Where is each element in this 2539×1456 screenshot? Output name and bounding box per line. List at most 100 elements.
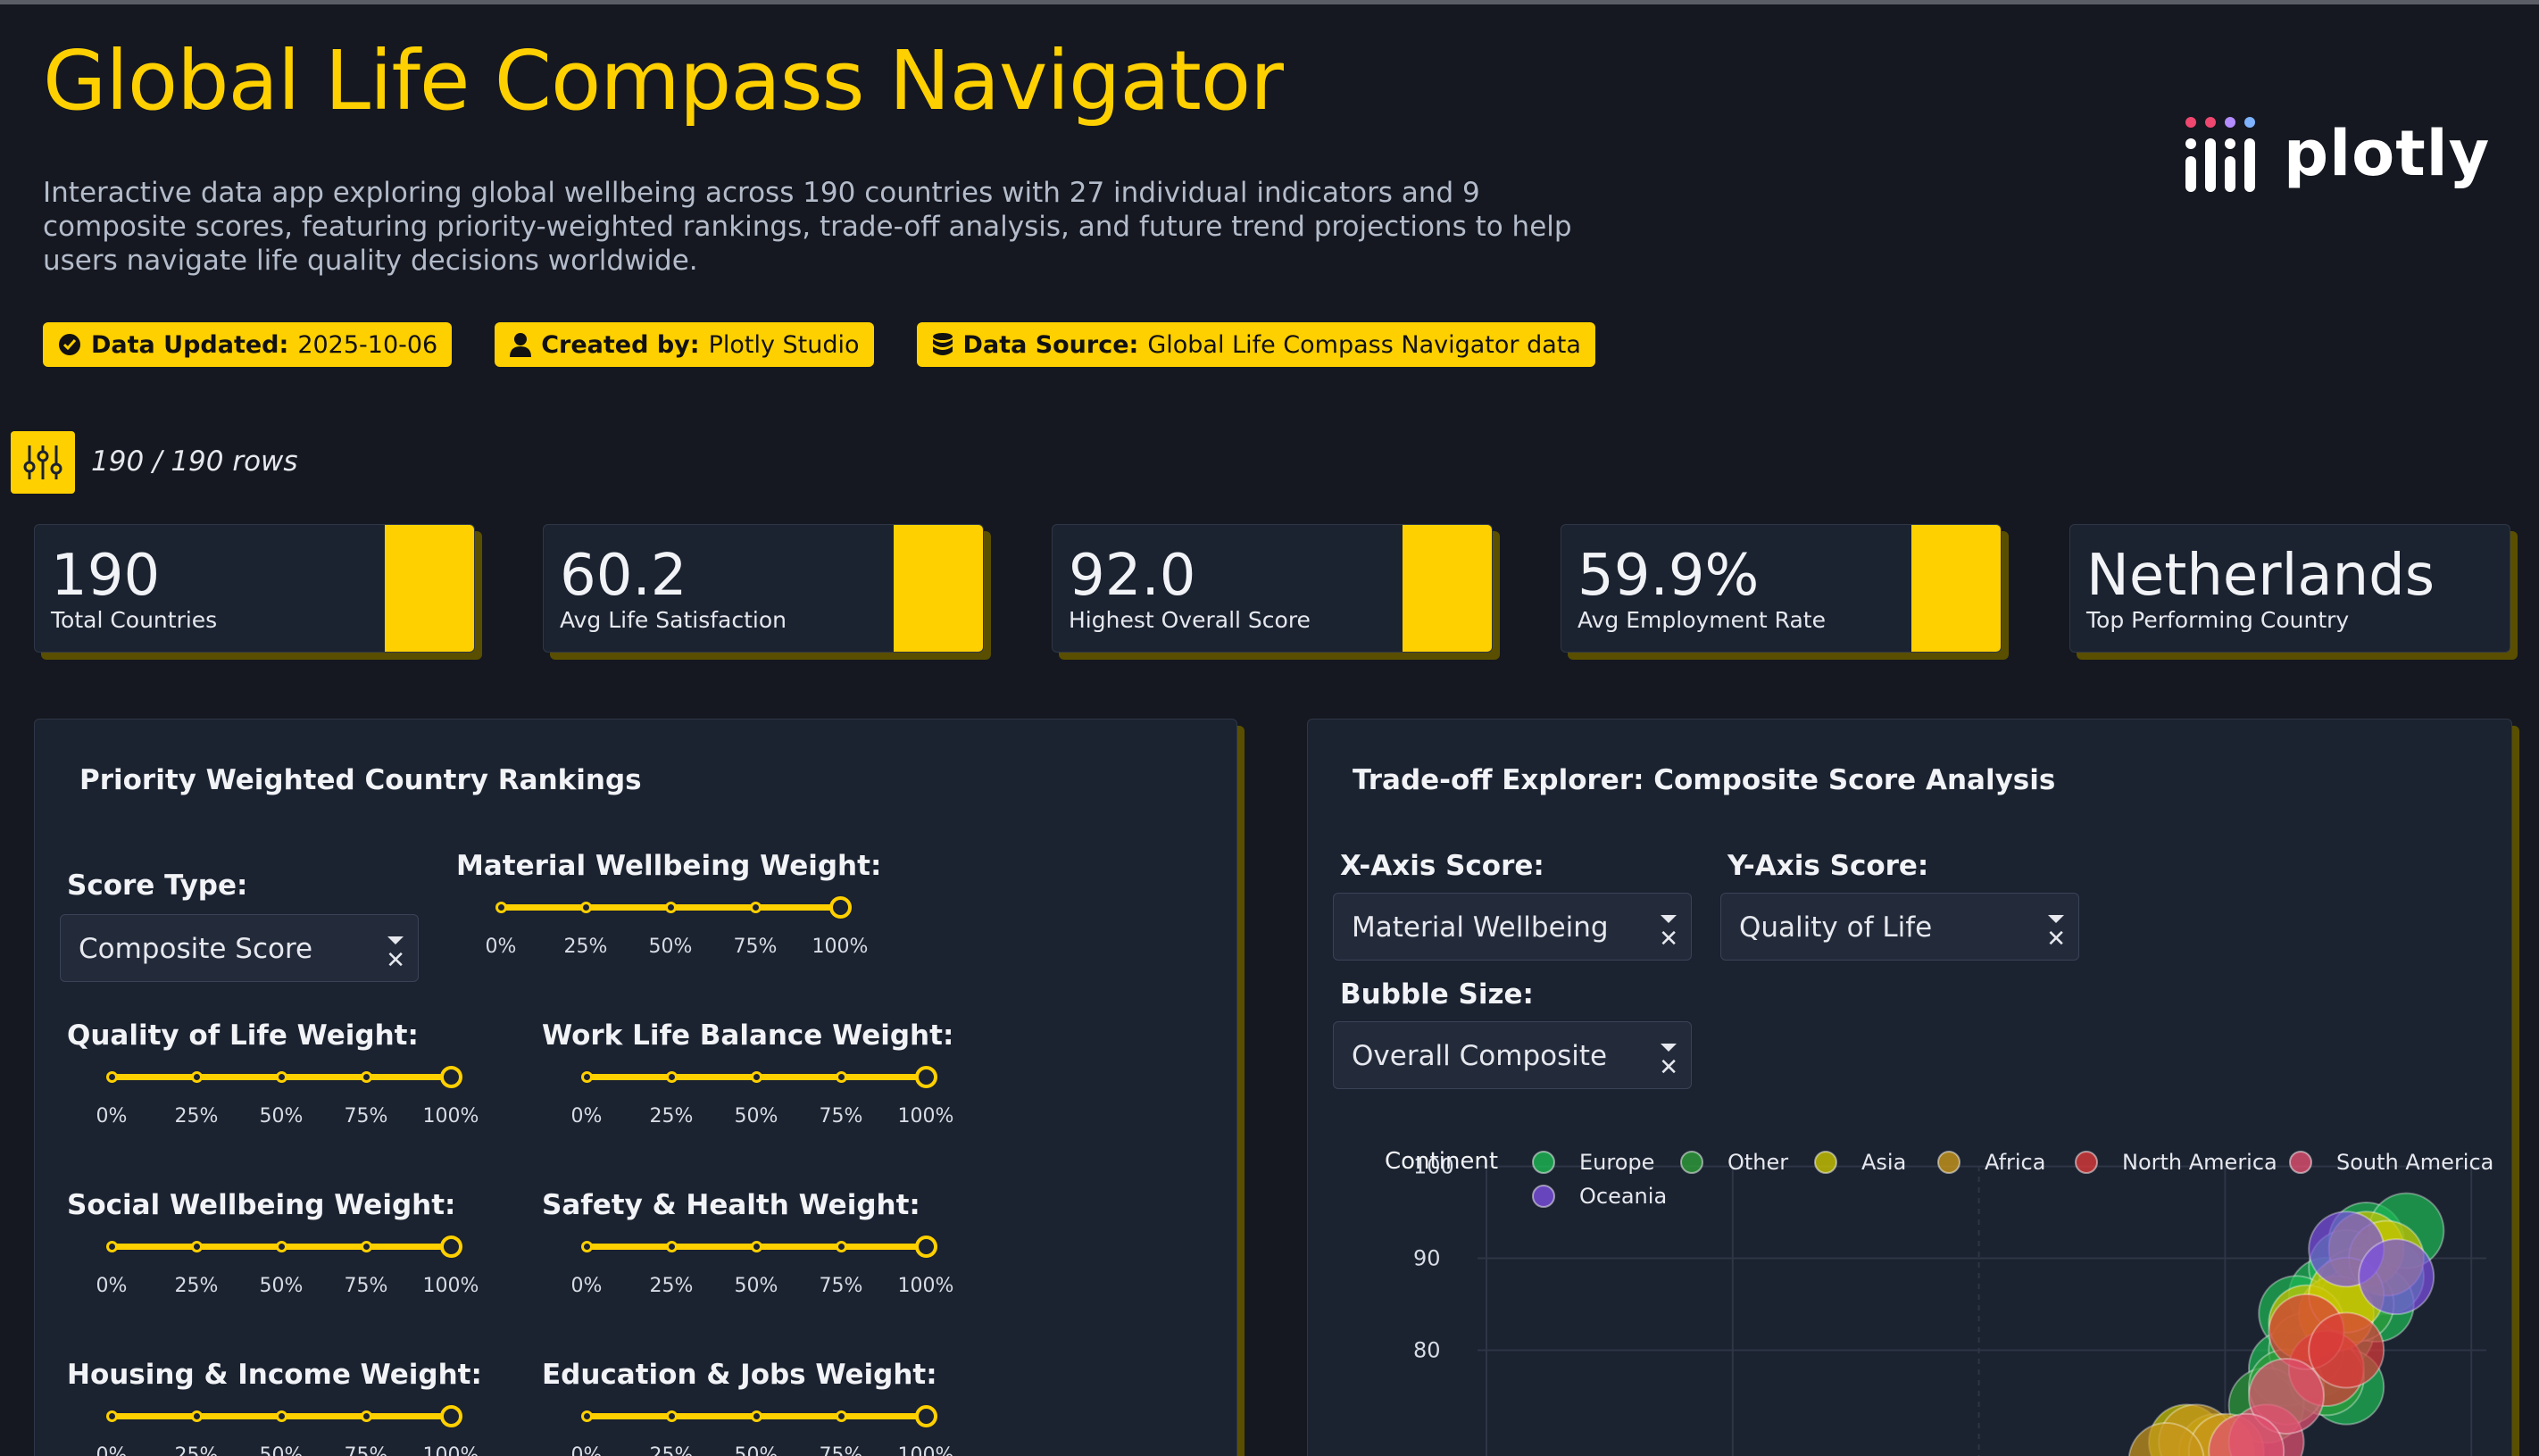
slider-tick[interactable] [580,902,592,913]
material-wellbeing-weight-slider[interactable]: 0% 25% 50% 75% 100% [486,886,876,958]
slider-tick[interactable] [276,1410,287,1422]
slider-tick[interactable] [361,1071,372,1083]
slider-handle[interactable] [915,1236,937,1258]
tradeoff-scatter-chart[interactable]: 100 90 80 Continent Europe Other Asia Africa Nor… [1308,720,2513,1456]
slider-tick[interactable] [361,1241,372,1252]
kpi-label: Total Countries [51,607,218,633]
data-bubble[interactable] [2358,1238,2435,1316]
slider-tick[interactable] [581,1071,593,1083]
filter-button[interactable] [11,431,75,494]
slider-tick[interactable] [836,1241,847,1252]
data-bubble[interactable] [2308,1311,2385,1389]
legend-item[interactable]: North America [2122,1150,2277,1175]
legend-marker[interactable] [1532,1151,1555,1174]
dropdown-value: Overall Composite [1352,1040,1608,1072]
slider-tick[interactable] [276,1071,287,1083]
slider-tick[interactable] [106,1410,118,1422]
clear-icon[interactable]: ✕ [1659,926,1678,953]
slider-tick[interactable] [581,1241,593,1252]
clear-icon[interactable]: ✕ [1659,1054,1678,1081]
slider-tick[interactable] [836,1410,847,1422]
score-type-dropdown[interactable]: Composite Score ✕ [60,914,419,982]
legend-item[interactable]: Africa [1985,1150,2045,1175]
quality-of-life-weight-slider[interactable]: 0% 25% 50% 75% 100% [96,1055,487,1127]
badge-label: Data Source: [962,330,1139,359]
slider-tick[interactable] [581,1410,593,1422]
x-axis-score-dropdown[interactable]: Material Wellbeing ✕ [1333,893,1692,961]
y-axis-score-dropdown[interactable]: Quality of Life ✕ [1720,893,2079,961]
slider-tick[interactable] [495,902,507,913]
data-bubble[interactable] [2248,1357,2325,1435]
kpi-accent-bar [1911,525,2001,652]
slider-tick[interactable] [751,1410,762,1422]
slider-tick-label: 0% [96,1275,128,1297]
chevron-down-icon[interactable] [387,936,404,944]
clear-icon[interactable]: ✕ [2046,926,2066,953]
slider-handle[interactable] [829,896,852,919]
slider-tick-label: 100% [897,1444,954,1456]
legend-marker[interactable] [2289,1151,2312,1174]
education-jobs-weight-slider[interactable]: 0% 25% 50% 75% 100% [571,1394,961,1456]
slider-tick-label: 100% [897,1275,954,1297]
clear-icon[interactable]: ✕ [386,947,405,974]
legend-marker[interactable] [1814,1151,1837,1174]
slider-tick[interactable] [666,1241,678,1252]
slider-tick[interactable] [361,1410,372,1422]
slider-handle[interactable] [915,1405,937,1427]
social-wellbeing-weight-slider[interactable]: 0% 25% 50% 75% 100% [96,1225,487,1297]
slider-tick[interactable] [751,1071,762,1083]
slider-tick[interactable] [750,902,762,913]
safety-health-weight-slider[interactable]: 0% 25% 50% 75% 100% [571,1225,961,1297]
legend-item[interactable]: Europe [1579,1150,1654,1175]
slider-handle[interactable] [915,1066,937,1088]
slider-tick-label: 25% [174,1105,219,1127]
data-bubble[interactable] [2127,1422,2205,1456]
work-life-balance-weight-slider[interactable]: 0% 25% 50% 75% 100% [571,1055,961,1127]
legend-item[interactable]: Other [1727,1150,1788,1175]
bubble-size-label: Bubble Size: [1340,978,1534,1011]
legend-item[interactable]: South America [2336,1150,2493,1175]
kpi-card-total-countries: 190 Total Countries [34,524,475,653]
legend-item[interactable]: Asia [1861,1150,1906,1175]
slider-tick[interactable] [836,1071,847,1083]
slider-tick-label: 50% [648,936,693,958]
legend-marker[interactable] [2075,1151,2098,1174]
kpi-label: Top Performing Country [2086,607,2350,633]
database-icon [932,333,953,355]
slider-handle[interactable] [440,1066,462,1088]
slider-tick[interactable] [106,1241,118,1252]
legend-marker[interactable] [1937,1151,1960,1174]
legend-item[interactable]: Oceania [1579,1184,1667,1209]
slider-tick-label: 100% [422,1444,479,1456]
slider-tick[interactable] [106,1071,118,1083]
slider-tick[interactable] [751,1241,762,1252]
slider-tick[interactable] [665,902,677,913]
kpi-accent-bar [894,525,983,652]
slider-tick[interactable] [191,1410,203,1422]
legend-marker[interactable] [1532,1185,1555,1208]
chevron-down-icon[interactable] [1661,915,1677,923]
y-tick-label: 90 [1413,1246,1441,1271]
badge-value: 2025-10-06 [297,330,438,359]
education-jobs-weight-label: Education & Jobs Weight: [542,1359,937,1391]
data-bubble[interactable] [2208,1412,2285,1456]
slider-handle[interactable] [440,1236,462,1258]
legend-marker[interactable] [1680,1151,1703,1174]
chevron-down-icon[interactable] [2048,915,2064,923]
bubble-size-dropdown[interactable]: Overall Composite ✕ [1333,1021,1692,1089]
housing-income-weight-slider[interactable]: 0% 25% 50% 75% 100% [96,1394,487,1456]
slider-tick[interactable] [191,1241,203,1252]
slider-tick-label: 25% [649,1275,694,1297]
rows-count: 190 / 190 rows [91,445,298,478]
user-icon [510,333,532,357]
y-tick-label: 100 [1413,1154,1454,1179]
slider-tick[interactable] [276,1241,287,1252]
slider-tick[interactable] [191,1071,203,1083]
slider-tick[interactable] [666,1410,678,1422]
slider-tick[interactable] [666,1071,678,1083]
slider-tick-label: 50% [259,1275,304,1297]
slider-tick-label: 75% [819,1105,863,1127]
slider-tick-label: 25% [174,1275,219,1297]
chevron-down-icon[interactable] [1661,1044,1677,1052]
slider-handle[interactable] [440,1405,462,1427]
